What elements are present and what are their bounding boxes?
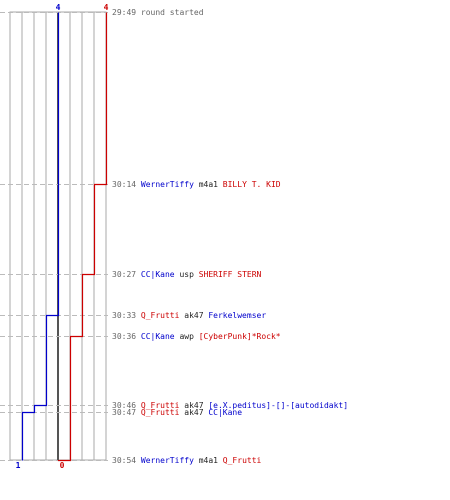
weapon-name: ak47 bbox=[179, 311, 208, 320]
weapon-name: m4a1 bbox=[194, 180, 223, 189]
player-name: Q_Frutti bbox=[223, 456, 262, 465]
event-time: 29:49 bbox=[112, 8, 141, 17]
player-name: WernerTiffy bbox=[141, 456, 194, 465]
event-row: 30:54 WernerTiffy m4a1 Q_Frutti bbox=[112, 456, 262, 465]
player-name: BILLY T. KID bbox=[223, 180, 281, 189]
event-time: 30:33 bbox=[112, 311, 141, 320]
player-name: Q_Frutti bbox=[141, 408, 180, 417]
count-labels: 4 1 4 0 bbox=[16, 3, 109, 470]
player-name: [e.X.peditus]-[]-[autodidakt] bbox=[208, 401, 348, 410]
player-name: [CyberPunk]*Rock* bbox=[199, 332, 281, 341]
weapon-name: ak47 bbox=[179, 408, 208, 417]
event-time: 30:36 bbox=[112, 332, 141, 341]
player-name: CC|Kane bbox=[141, 270, 175, 279]
blue-start-count-label: 4 bbox=[56, 3, 61, 12]
event-time: 30:46 bbox=[112, 401, 141, 410]
event-row: 30:36 CC|Kane awp [CyberPunk]*Rock* bbox=[112, 332, 281, 341]
player-name: Q_Frutti bbox=[141, 311, 180, 320]
event-row: 29:49 round started bbox=[112, 8, 204, 17]
red-start-count-label: 4 bbox=[104, 3, 109, 12]
event-row: 30:47 Q_Frutti ak47 CC|Kane bbox=[112, 408, 242, 417]
red-end-count-label: 0 bbox=[60, 461, 65, 470]
event-row: 30:14 WernerTiffy m4a1 BILLY T. KID bbox=[112, 180, 281, 189]
weapon-name: usp bbox=[175, 270, 199, 279]
event-time: 30:27 bbox=[112, 270, 141, 279]
event-row: 30:33 Q_Frutti ak47 Ferkelwemser bbox=[112, 311, 266, 320]
player-name: Ferkelwemser bbox=[208, 311, 266, 320]
event-time: 30:47 bbox=[112, 408, 141, 417]
player-name: CC|Kane bbox=[141, 332, 175, 341]
player-name: WernerTiffy bbox=[141, 180, 194, 189]
blue-end-count-label: 1 bbox=[16, 461, 21, 470]
kill-event-log: 29:49 round started 30:14 WernerTiffy m4a… bbox=[112, 8, 348, 465]
weapon-name: awp bbox=[175, 332, 199, 341]
alive-step-lines bbox=[21, 12, 108, 462]
player-name: Q_Frutti bbox=[141, 401, 180, 410]
red-team-alive-line bbox=[57, 12, 108, 462]
player-name: CC|Kane bbox=[208, 408, 242, 417]
event-row: 30:46 Q_Frutti ak47 [e.X.peditus]-[]-[au… bbox=[112, 401, 348, 410]
weapon-name: m4a1 bbox=[194, 456, 223, 465]
player-name: SHERIFF STERN bbox=[199, 270, 262, 279]
event-message: round started bbox=[141, 8, 204, 17]
event-guide-lines bbox=[0, 12, 108, 461]
weapon-name: ak47 bbox=[179, 401, 208, 410]
event-time: 30:54 bbox=[112, 456, 141, 465]
event-row: 30:27 CC|Kane usp SHERIFF STERN bbox=[112, 270, 262, 279]
blue-team-alive-line bbox=[21, 12, 60, 461]
event-time: 30:14 bbox=[112, 180, 141, 189]
